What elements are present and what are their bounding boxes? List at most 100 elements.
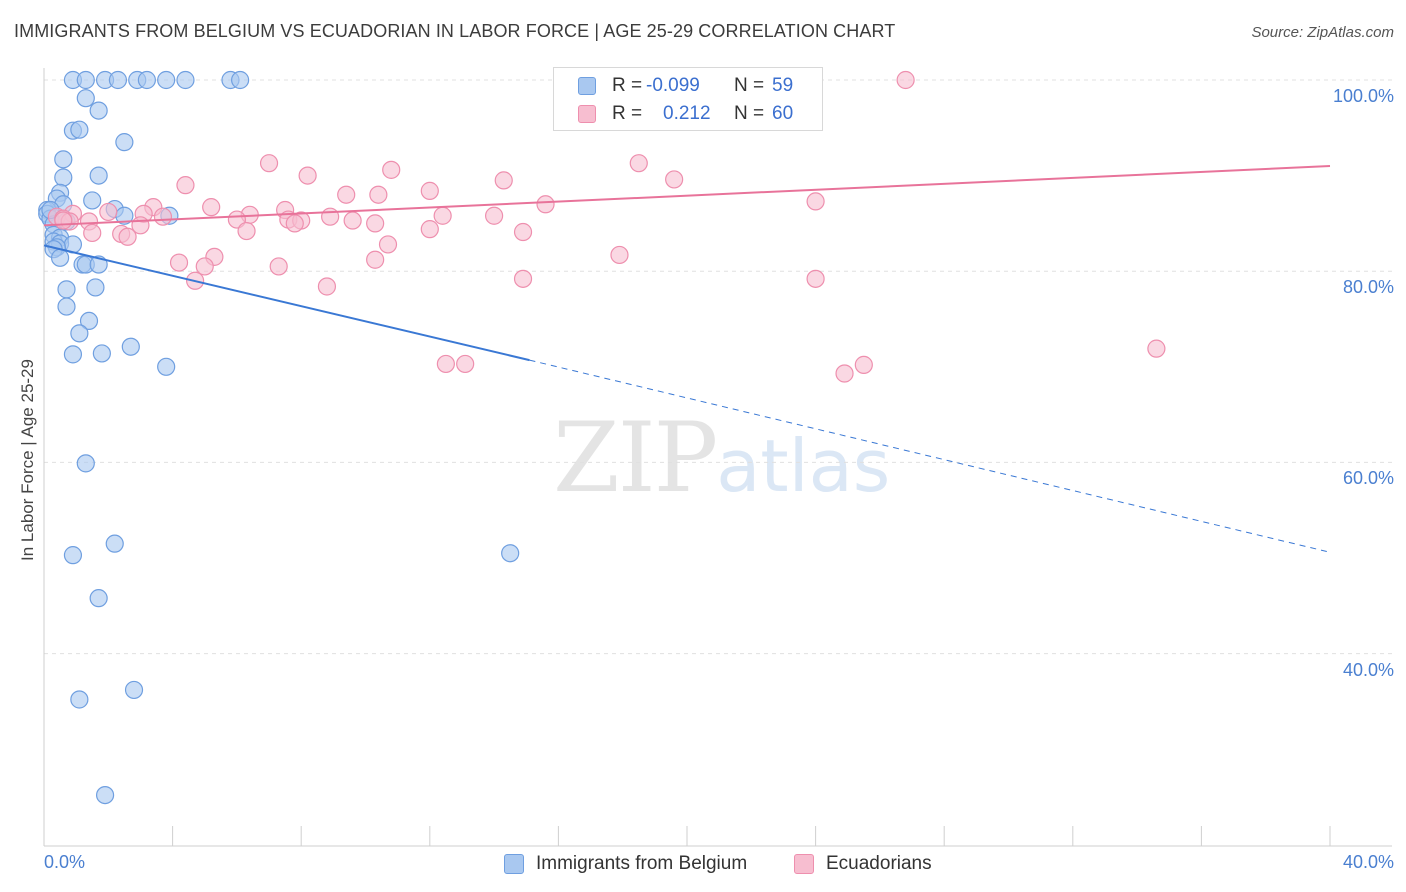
y-tick-label-80: 80.0%	[1342, 277, 1394, 297]
legend-n-label: N =	[734, 75, 765, 96]
belgium-trend-line-extension	[529, 359, 1331, 553]
belgium-point	[157, 70, 176, 90]
legend-swatch-pink	[578, 105, 596, 123]
ecuadorian-point	[420, 220, 439, 239]
belgium-point	[501, 544, 520, 563]
belgium-point	[89, 166, 108, 185]
ecuadorian-point	[195, 257, 214, 276]
ecuadorian-point	[176, 176, 195, 195]
legend-r-value: -0.099	[646, 75, 700, 96]
ecuadorian-point	[494, 171, 513, 190]
ecuadorian-point	[269, 257, 288, 276]
ecuadorian-point	[317, 277, 337, 296]
ecuadorian-point	[806, 192, 825, 211]
legend-r-value: 0.212	[663, 103, 711, 124]
ecuadorian-point	[298, 166, 317, 185]
ecuadorian-point	[366, 214, 385, 233]
belgium-trend-line	[43, 244, 530, 362]
ecuadorian-point	[369, 185, 388, 204]
ecuadorian-point	[433, 206, 452, 225]
chart-title: IMMIGRANTS FROM BELGIUM VS ECUADORIAN IN…	[14, 21, 896, 41]
legend-swatch-blue	[578, 77, 596, 95]
ecuadorian-point	[378, 235, 398, 254]
ecuadorian-point	[337, 185, 356, 204]
ecuadorian-point	[83, 223, 102, 243]
belgium-point	[63, 345, 83, 364]
belgium-point	[76, 89, 95, 108]
ecuadorian-point	[485, 206, 504, 225]
ecuadorian-point	[854, 355, 873, 374]
x-tick-label-max: 40.0%	[1342, 852, 1394, 872]
belgium-point	[70, 120, 89, 139]
belgium-point	[92, 344, 111, 363]
belgium-point	[231, 70, 250, 90]
ecuadorian-point	[202, 198, 221, 217]
y-tick-label-40: 40.0%	[1342, 660, 1394, 680]
ecuadorian-point	[629, 154, 648, 173]
watermark-zip: ZIP	[553, 402, 718, 514]
stats-legend: R = -0.099 N = 59 R = 0.212 N = 60	[553, 67, 823, 131]
belgium-point	[63, 546, 83, 565]
ecuadorian-point	[118, 227, 137, 246]
legend-n-value: 59	[772, 75, 794, 96]
ecuadorian-point	[896, 70, 915, 90]
belgium-point	[83, 191, 102, 210]
stats-legend-row-belgium: R = -0.099 N = 59	[554, 72, 822, 100]
belgium-point	[108, 70, 128, 90]
belgium-point	[121, 337, 140, 356]
ecuadorian-point	[259, 154, 279, 173]
legend-swatch-belgium	[504, 854, 524, 874]
legend-r-label: R =	[612, 75, 643, 96]
belgium-point	[95, 785, 115, 805]
ecuadorian-point	[436, 354, 455, 374]
legend-r-label: R =	[612, 103, 643, 124]
ecuadorian-point	[610, 245, 629, 265]
belgium-point	[124, 680, 144, 700]
legend-swatch-ecuadorians	[794, 854, 814, 874]
ecuadorian-point	[169, 253, 189, 272]
belgium-point	[70, 324, 89, 343]
belgium-point	[115, 133, 134, 152]
belgium-point	[157, 357, 176, 376]
belgium-point	[79, 311, 99, 331]
watermark: ZIPatlas	[553, 402, 890, 514]
ecuadorian-point	[285, 214, 304, 233]
belgium-point	[76, 454, 95, 473]
belgium-point	[50, 248, 70, 267]
ecuadorian-point	[665, 170, 684, 189]
ecuadorian-point	[456, 354, 475, 374]
belgium-point	[57, 297, 76, 316]
legend-label-belgium: Immigrants from Belgium	[536, 853, 748, 874]
ecuadorian-point	[237, 221, 256, 241]
y-tick-label-100: 100.0%	[1332, 86, 1394, 106]
ecuadorian-point	[321, 207, 340, 226]
belgium-point	[89, 589, 108, 608]
belgium-point	[54, 168, 73, 187]
ecuadorian-point	[99, 202, 118, 222]
belgium-point	[57, 280, 76, 299]
ecuadorian-point	[366, 250, 385, 269]
ecuadorian-point	[513, 269, 533, 288]
belgium-point	[105, 534, 124, 553]
source-label: Source: ZipAtlas.com	[1251, 24, 1394, 41]
legend-n-label: N =	[734, 103, 765, 124]
belgium-point	[137, 70, 156, 90]
ecuadorian-trend-line	[43, 165, 1331, 227]
ecuadorian-point	[835, 364, 854, 383]
belgium-point	[86, 278, 105, 297]
ecuadorian-point	[806, 269, 825, 288]
ecuadorian-point	[513, 222, 533, 242]
ecuadorian-point	[536, 195, 555, 214]
ecuadorian-point	[343, 211, 362, 230]
belgium-point	[176, 70, 195, 90]
legend-label-ecuadorians: Ecuadorians	[826, 853, 932, 874]
ecuadorian-point	[54, 211, 73, 230]
series-legend: Immigrants from Belgium Ecuadorians	[0, 851, 1406, 879]
belgium-point	[70, 690, 89, 709]
ecuadorian-point	[382, 160, 401, 179]
ecuadorian-point	[420, 181, 439, 200]
belgium-point	[89, 101, 108, 120]
x-tick-label-min: 0.0%	[44, 852, 86, 872]
ecuadorian-point	[153, 207, 173, 226]
